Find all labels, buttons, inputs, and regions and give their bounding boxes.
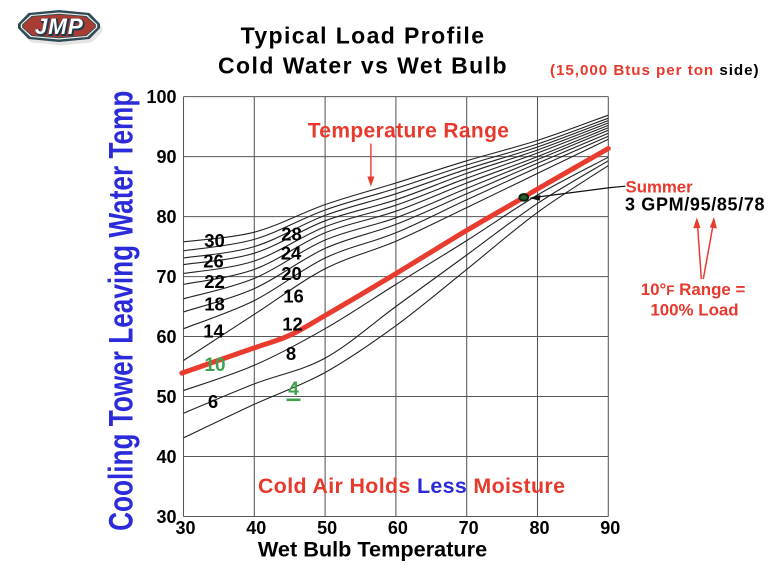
svg-text:60: 60 (156, 327, 176, 347)
svg-text:90: 90 (600, 518, 620, 538)
svg-text:Cold Air Holds Less Moisture: Cold Air Holds Less Moisture (258, 474, 565, 498)
svg-text:90: 90 (156, 147, 176, 167)
svg-text:70: 70 (459, 518, 479, 538)
svg-text:22: 22 (204, 271, 225, 292)
svg-text:Cooling Tower Leaving Water Te: Cooling Tower Leaving Water Temp (102, 91, 140, 531)
svg-text:26: 26 (203, 251, 224, 272)
svg-text:40: 40 (156, 447, 176, 467)
svg-text:28: 28 (281, 224, 302, 245)
svg-text:80: 80 (529, 518, 549, 538)
svg-text:16: 16 (283, 286, 304, 307)
svg-text:30: 30 (156, 507, 176, 527)
svg-text:3 GPM/95/85/78: 3 GPM/95/85/78 (625, 195, 765, 215)
svg-text:6: 6 (208, 391, 218, 412)
svg-text:70: 70 (156, 267, 176, 287)
svg-text:8: 8 (286, 343, 296, 364)
svg-text:30: 30 (175, 518, 195, 538)
svg-text:40: 40 (246, 518, 266, 538)
svg-text:100: 100 (146, 87, 176, 107)
svg-text:14: 14 (203, 321, 224, 342)
svg-text:(15,000 Btus per ton side): (15,000 Btus per ton side) (550, 62, 760, 79)
svg-text:10°F Range =: 10°F Range = (641, 280, 746, 299)
svg-text:30: 30 (204, 230, 225, 251)
svg-text:Summer: Summer (626, 178, 694, 197)
svg-text:JMP: JMP (36, 15, 85, 40)
svg-text:10: 10 (204, 355, 225, 376)
svg-text:Temperature Range: Temperature Range (308, 120, 510, 143)
svg-text:Typical Load Profile: Typical Load Profile (241, 23, 486, 49)
svg-text:20: 20 (281, 263, 302, 284)
svg-text:80: 80 (156, 207, 176, 227)
svg-text:Wet Bulb Temperature: Wet Bulb Temperature (258, 537, 487, 562)
svg-text:100% Load: 100% Load (650, 300, 738, 319)
svg-text:18: 18 (204, 293, 225, 314)
svg-text:JMP: JMP (35, 14, 84, 39)
svg-text:50: 50 (317, 518, 337, 538)
svg-text:4: 4 (288, 379, 299, 400)
svg-text:Cold Water vs Wet Bulb: Cold Water vs Wet Bulb (218, 53, 508, 79)
svg-text:24: 24 (281, 243, 302, 264)
svg-text:50: 50 (156, 387, 176, 407)
svg-text:12: 12 (282, 314, 303, 335)
svg-text:60: 60 (388, 518, 408, 538)
